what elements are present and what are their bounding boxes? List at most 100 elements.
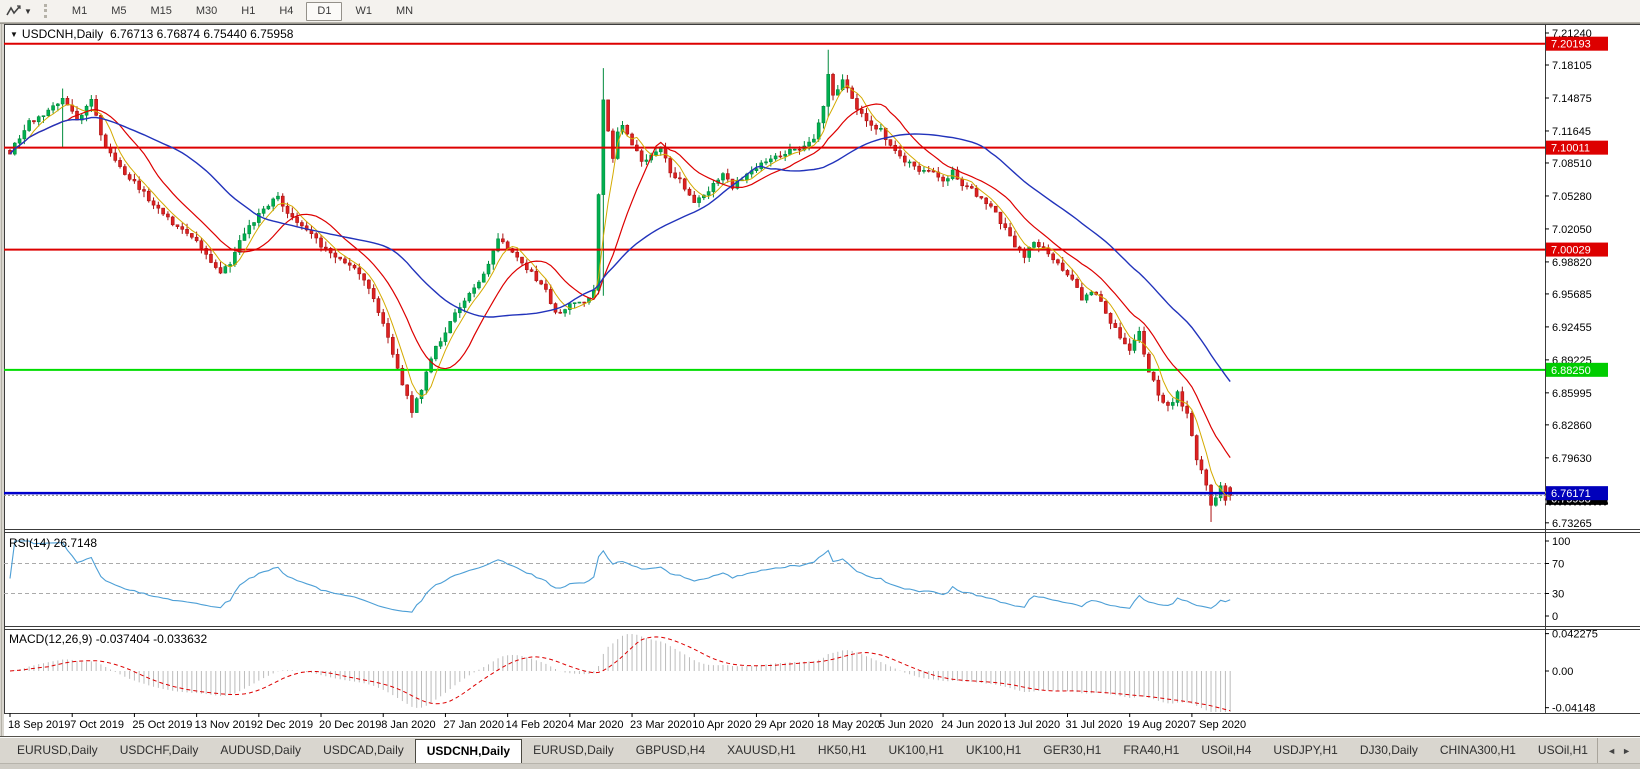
svg-text:7.10011: 7.10011 (1551, 143, 1590, 155)
svg-text:6.79630: 6.79630 (1552, 453, 1592, 465)
svg-text:6.92455: 6.92455 (1552, 322, 1592, 334)
svg-text:6.82860: 6.82860 (1552, 420, 1592, 432)
svg-text:13 Nov 2019: 13 Nov 2019 (195, 719, 257, 731)
timeframe-button-h4[interactable]: H4 (279, 4, 294, 17)
horizontal-level-lines (4, 42, 1545, 496)
timeframe-button-h1[interactable]: H1 (241, 4, 256, 17)
tab-usoil-h1[interactable]: USOil,H1 (1537, 743, 1588, 757)
line-style-icon (6, 5, 21, 16)
svg-text:7.11645: 7.11645 (1552, 126, 1591, 138)
tab-usdjpy-h1[interactable]: USDJPY,H1 (1273, 743, 1338, 757)
svg-text:24 Jun 2020: 24 Jun 2020 (941, 719, 1002, 731)
tab-dj30-daily[interactable]: DJ30,Daily (1359, 743, 1418, 757)
line-style-button[interactable]: ▼ (0, 4, 36, 18)
timeframe-buttons: M1 M5 M15 M30 H1 H4 D1 W1 MN (60, 1, 425, 21)
tab-xauusd-h1[interactable]: XAUUSD,H1 (727, 743, 796, 757)
svg-text:2 Dec 2019: 2 Dec 2019 (257, 719, 313, 731)
svg-text:6.73265: 6.73265 (1552, 518, 1592, 530)
chart-tabs: EURUSD,Daily USDCHF,Daily AUDUSD,Daily USDC… (0, 738, 1597, 764)
timeframe-button-m1[interactable]: M1 (71, 4, 88, 17)
timeframe-button-mn[interactable]: MN (395, 4, 414, 17)
svg-text:0: 0 (1552, 611, 1558, 623)
svg-text:25 Oct 2019: 25 Oct 2019 (132, 719, 192, 731)
tab-usoil-h4[interactable]: USOil,H4 (1201, 743, 1252, 757)
macd-indicator-label: MACD(12,26,9) -0.037404 -0.033632 (9, 632, 208, 646)
rsi-pane: 100 70 30 0 (4, 536, 1570, 623)
svg-text:14 Feb 2020: 14 Feb 2020 (506, 719, 568, 731)
svg-text:27 Jan 2020: 27 Jan 2020 (443, 719, 504, 731)
ma-line-34 (9, 116, 1231, 383)
svg-text:6.98820: 6.98820 (1552, 257, 1592, 269)
toolbar-drag-handle[interactable] (43, 4, 50, 18)
svg-text:0.00: 0.00 (1552, 666, 1573, 678)
macd-pane: 0.042275 0.00 -0.04148 (9, 629, 1598, 715)
timeframe-toolbar: ▼ M1 M5 M15 M30 H1 H4 D1 W1 MN (0, 0, 1640, 23)
ma-line-13 (9, 103, 1231, 458)
tab-gbpusd-h4[interactable]: GBPUSD,H4 (635, 743, 706, 757)
svg-text:23 Mar 2020: 23 Mar 2020 (630, 719, 692, 731)
tab-scroll-right-button[interactable]: ► (1622, 746, 1631, 756)
svg-text:7.00029: 7.00029 (1551, 245, 1591, 257)
svg-text:70: 70 (1552, 559, 1564, 571)
svg-text:31 Jul 2020: 31 Jul 2020 (1065, 719, 1122, 731)
tab-fra40-h1[interactable]: FRA40,H1 (1123, 743, 1180, 757)
tab-usdcad-daily[interactable]: USDCAD,Daily (323, 743, 404, 757)
tab-uk100-h1[interactable]: UK100,H1 (888, 743, 944, 757)
svg-text:18 Sep 2019: 18 Sep 2019 (8, 719, 70, 731)
tab-scroll-controls: ◄ ► (1597, 738, 1640, 764)
svg-text:7 Sep 2020: 7 Sep 2020 (1190, 719, 1246, 731)
chevron-down-icon: ▼ (24, 6, 32, 16)
ma-line-5 (9, 84, 1231, 498)
svg-text:20 Dec 2019: 20 Dec 2019 (319, 719, 381, 731)
tab-usdchf-daily[interactable]: USDCHF,Daily (119, 743, 199, 757)
rsi-indicator-label: RSI(14) 26.7148 (9, 536, 98, 550)
svg-text:-0.04148: -0.04148 (1552, 703, 1595, 715)
timeframe-button-d1[interactable]: D1 (306, 1, 343, 21)
timeframe-button-m15[interactable]: M15 (150, 4, 172, 17)
tab-china300-h1[interactable]: CHINA300,H1 (1439, 743, 1516, 757)
svg-text:19 Aug 2020: 19 Aug 2020 (1128, 719, 1190, 731)
tab-usdcnh-daily[interactable]: USDCNH,Daily (414, 739, 523, 764)
svg-text:7.02050: 7.02050 (1552, 224, 1592, 236)
moving-average-lines (9, 84, 1231, 498)
svg-text:100: 100 (1552, 536, 1570, 548)
tab-scroll-left-button[interactable]: ◄ (1607, 746, 1617, 756)
svg-text:7.20193: 7.20193 (1551, 39, 1591, 51)
svg-text:6.88250: 6.88250 (1551, 365, 1591, 377)
chart-ohlc-readout: 6.76713 6.76874 6.75440 6.75958 (109, 27, 294, 41)
tab-eurusd-daily[interactable]: EURUSD,Daily (17, 743, 98, 757)
tab-audusd-daily[interactable]: AUDUSD,Daily (220, 743, 302, 757)
svg-text:6.76171: 6.76171 (1551, 488, 1591, 500)
chart-title: ▼ USDCNH,Daily 6.76713 6.76874 6.75440 6.… (10, 27, 293, 41)
svg-text:8 Jan 2020: 8 Jan 2020 (381, 719, 435, 731)
chart-frame (0, 23, 1640, 737)
tab-hk50-h1[interactable]: HK50,H1 (817, 743, 867, 757)
svg-text:0.042275: 0.042275 (1552, 629, 1598, 641)
svg-text:4 Mar 2020: 4 Mar 2020 (568, 719, 624, 731)
timeframe-button-m5[interactable]: M5 (111, 4, 127, 17)
svg-text:6.95685: 6.95685 (1552, 289, 1592, 301)
svg-text:7 Oct 2019: 7 Oct 2019 (70, 719, 124, 731)
svg-text:7.08510: 7.08510 (1552, 158, 1592, 170)
svg-text:7.05280: 7.05280 (1552, 191, 1592, 203)
timeframe-button-m30[interactable]: M30 (195, 4, 218, 17)
timeframe-button-w1[interactable]: W1 (355, 4, 372, 17)
tab-eurusd-daily[interactable]: EURUSD,Daily (533, 743, 614, 757)
chart-symbol-period: USDCNH,Daily (21, 27, 104, 41)
svg-text:6.85995: 6.85995 (1552, 388, 1592, 400)
chart-tab-bar: EURUSD,Daily USDCHF,Daily AUDUSD,Daily USDC… (0, 737, 1640, 764)
svg-text:5 Jun 2020: 5 Jun 2020 (879, 719, 933, 731)
tab-ger30-h1[interactable]: GER30,H1 (1043, 743, 1102, 757)
svg-text:7.14875: 7.14875 (1552, 93, 1592, 105)
date-axis: 18 Sep 2019 7 Oct 2019 25 Oct 2019 13 Nov 2… (8, 713, 1246, 731)
chart-collapse-icon[interactable]: ▼ (10, 30, 18, 39)
svg-text:7.18105: 7.18105 (1552, 60, 1592, 72)
tab-uk100-h1[interactable]: UK100,H1 (965, 743, 1022, 757)
svg-text:10 Apr 2020: 10 Apr 2020 (692, 719, 751, 731)
price-axis-badges: 7.201937.100117.000296.882506.759586.761… (1545, 36, 1609, 506)
svg-text:30: 30 (1552, 589, 1564, 601)
svg-text:29 Apr 2020: 29 Apr 2020 (754, 719, 813, 731)
svg-text:18 May 2020: 18 May 2020 (817, 719, 881, 731)
svg-text:13 Jul 2020: 13 Jul 2020 (1003, 719, 1060, 731)
